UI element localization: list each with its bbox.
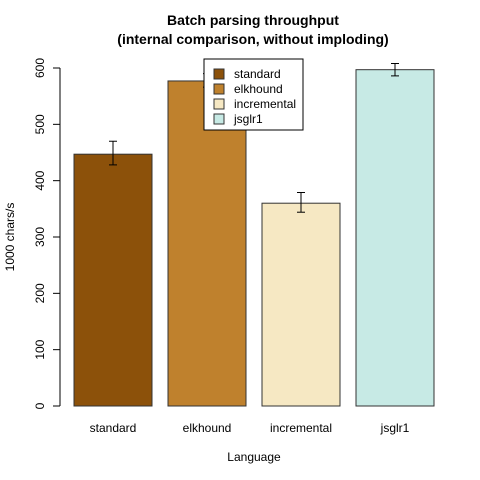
error-bar-standard [109, 140, 117, 166]
bar-elkhound [167, 80, 247, 407]
x-axis-title: Language [227, 450, 281, 464]
bars [73, 69, 435, 407]
legend-label: incremental [234, 97, 296, 111]
y-tick-label: 500 [33, 114, 47, 134]
chart-title: Batch parsing throughput [167, 12, 339, 28]
legend-swatch [213, 98, 225, 110]
chart-subtitle: (internal comparison, without imploding) [117, 31, 388, 47]
bar-standard [73, 153, 153, 407]
legend-swatch [213, 83, 225, 95]
y-tick-label: 300 [33, 227, 47, 247]
legend-label: elkhound [234, 82, 283, 96]
x-tick-label: jsglr1 [380, 421, 410, 435]
x-tick-label: elkhound [183, 421, 232, 435]
bar-incremental [261, 202, 341, 407]
error-bars [109, 62, 399, 213]
legend-label: standard [234, 67, 281, 81]
x-tick-label: standard [90, 421, 137, 435]
y-tick-label: 0 [33, 402, 47, 409]
bar-jsglr1 [355, 69, 435, 407]
y-axis-title: 1000 chars/s [3, 203, 17, 272]
error-bar-jsglr1 [391, 62, 399, 77]
legend-swatch [213, 113, 225, 125]
x-axis-labels: standard elkhound incremental jsglr1 [90, 421, 410, 435]
x-tick-label: incremental [270, 421, 332, 435]
y-tick-label: 200 [33, 283, 47, 303]
error-bar-incremental [297, 191, 305, 213]
legend-label: jsglr1 [233, 112, 263, 126]
y-axis: 0 100 200 300 400 500 600 [33, 58, 61, 409]
y-tick-label: 400 [33, 170, 47, 190]
y-tick-label: 600 [33, 58, 47, 78]
legend-swatch [213, 68, 225, 80]
y-tick-label: 100 [33, 339, 47, 359]
